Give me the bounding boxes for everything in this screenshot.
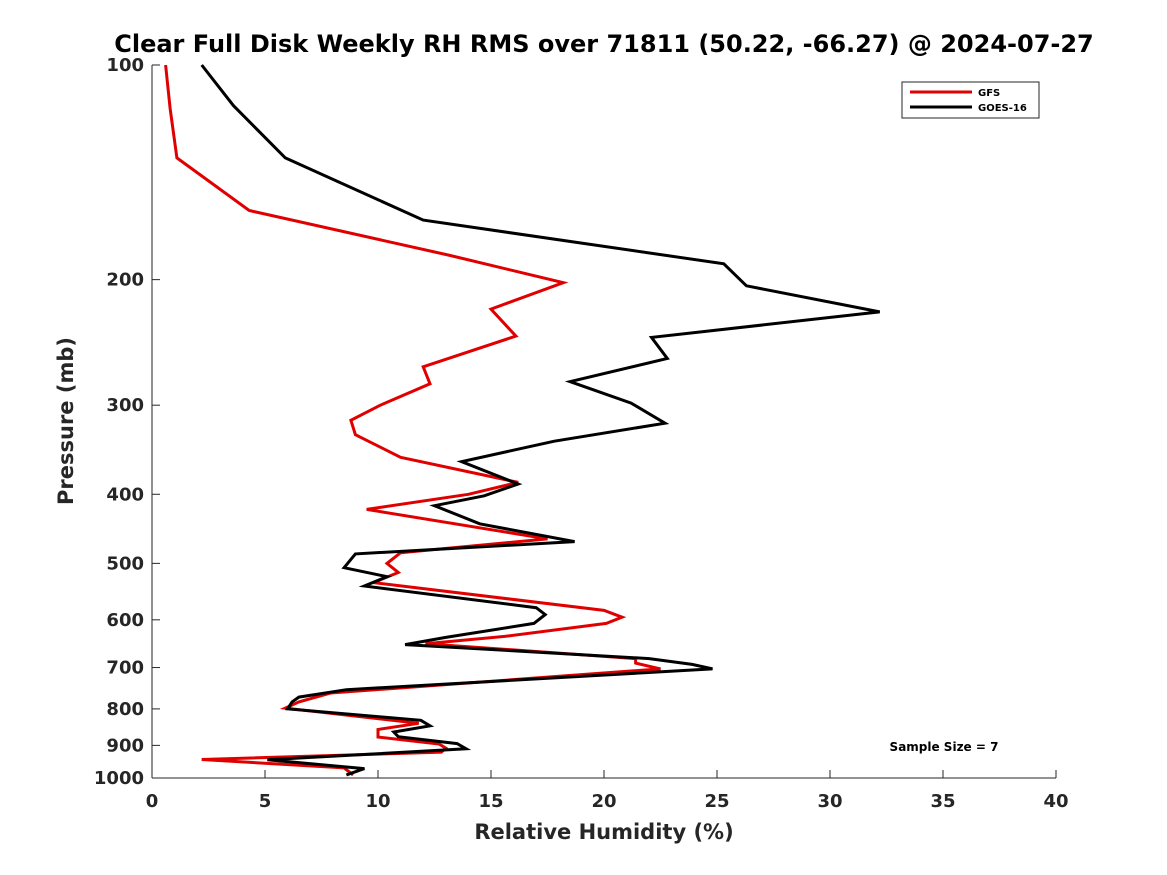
y-axis-label: Pressure (mb) bbox=[54, 337, 78, 505]
x-tick-label: 20 bbox=[591, 791, 616, 812]
legend: GFS GOES-16 bbox=[901, 81, 1040, 119]
x-tick-label: 0 bbox=[146, 791, 159, 812]
y-tick-label: 500 bbox=[106, 553, 144, 574]
plot-area bbox=[152, 65, 1056, 778]
y-tick-label: 300 bbox=[106, 395, 144, 416]
x-axis-label: Relative Humidity (%) bbox=[474, 820, 733, 844]
y-tick-label: 200 bbox=[106, 270, 144, 291]
legend-label: GFS bbox=[978, 88, 1000, 99]
x-tick-label: 5 bbox=[259, 791, 272, 812]
x-tick-label: 25 bbox=[704, 791, 729, 812]
y-tick-label: 600 bbox=[106, 610, 144, 631]
y-tick-label: 100 bbox=[106, 55, 144, 76]
x-tick-label: 35 bbox=[930, 791, 955, 812]
series-layer bbox=[164, 64, 880, 777]
x-tick-label: 10 bbox=[365, 791, 390, 812]
y-tick-label: 800 bbox=[106, 699, 144, 720]
axes-layer: 0 5 10 15 20 25 30 35 40 100 200 300 400 500 600 700 800… bbox=[94, 55, 1069, 812]
x-tick-label: 40 bbox=[1043, 791, 1068, 812]
y-tick-label: 700 bbox=[106, 658, 144, 679]
series-line-goes-16 bbox=[200, 64, 880, 777]
y-tick-label: 1000 bbox=[94, 768, 144, 789]
chart-title: Clear Full Disk Weekly RH RMS over 71811… bbox=[114, 30, 1094, 58]
sample-size-annotation: Sample Size = 7 bbox=[890, 740, 999, 754]
x-tick-label: 30 bbox=[817, 791, 842, 812]
x-tick-label: 15 bbox=[478, 791, 503, 812]
legend-box bbox=[901, 81, 1040, 119]
y-tick-label: 400 bbox=[106, 484, 144, 505]
legend-label: GOES-16 bbox=[978, 103, 1027, 114]
y-tick-label: 900 bbox=[106, 735, 144, 756]
